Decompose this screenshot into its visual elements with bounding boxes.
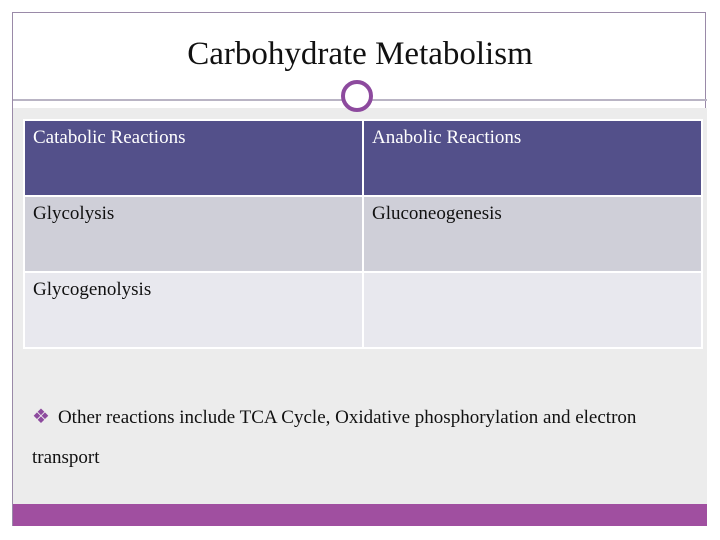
bullet-item: ❖ Other reactions include TCA Cycle, Oxid… [32,396,682,478]
slide-title: Carbohydrate Metabolism [187,36,533,72]
empty-cell [362,271,703,349]
header-cell: Anabolic Reactions [362,119,703,197]
table-cell: Glycolysis [23,195,364,273]
reactions-table: Catabolic Reactions Anabolic Reactions G… [23,119,703,349]
bullet-text: Other reactions include TCA Cycle, Oxida… [32,407,637,468]
rule-ornament [341,80,373,112]
header-row: Catabolic Reactions Anabolic Reactions [23,119,703,197]
footer-bar [13,504,707,526]
bullet-icon: ❖ [32,404,50,428]
table-row: Glycogenolysis [23,271,703,349]
header-cell: Catabolic Reactions [23,119,364,197]
table-cell: Gluconeogenesis [362,195,703,273]
table-cell: Glycogenolysis [23,271,364,349]
table-row: Glycolysis Gluconeogenesis [23,195,703,273]
